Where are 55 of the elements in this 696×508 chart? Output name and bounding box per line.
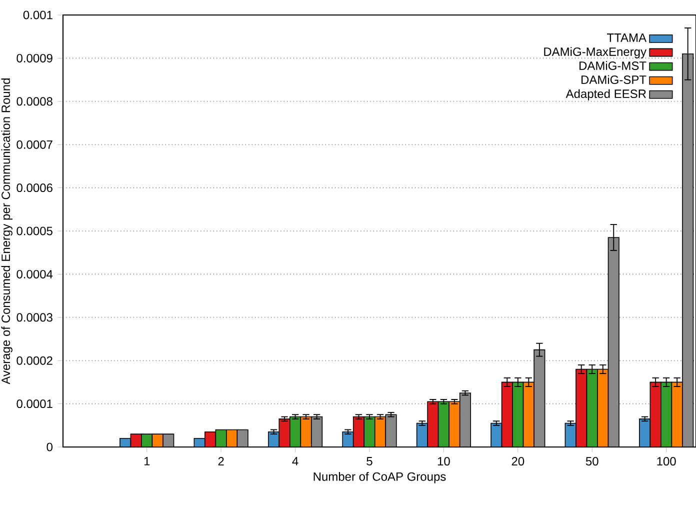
y-tick-label: 0.0005	[16, 226, 52, 236]
y-tick-label: 0.0003	[16, 313, 52, 322]
bar	[300, 416, 312, 447]
x-tick-label: 100	[657, 457, 676, 466]
x-tick-label: 10	[438, 457, 450, 466]
y-tick-label: 0.0007	[16, 140, 52, 149]
y-tick-label: 0.0001	[16, 400, 52, 408]
x-tick-label: 5	[366, 457, 372, 466]
x-tick-label: 1	[144, 457, 150, 466]
bar	[374, 416, 386, 447]
bar	[682, 53, 694, 447]
x-tick-label: 2	[218, 457, 224, 466]
bar	[352, 416, 365, 447]
y-tick-label: 0	[46, 442, 52, 452]
bar	[279, 418, 290, 447]
bar	[385, 414, 397, 447]
bar	[459, 392, 471, 447]
y-tick-label: 0.001	[23, 10, 52, 20]
x-tick-label: 20	[512, 457, 524, 466]
bar	[438, 401, 450, 447]
bar	[660, 382, 672, 447]
bar	[650, 382, 662, 447]
y-axis-title: Average of Consumed Energy per Communication Round	[1, 78, 12, 384]
bar	[342, 431, 354, 447]
y-tick-label: 0.0008	[16, 97, 52, 106]
legend-label: DAMiG-SPT	[582, 75, 646, 84]
y-tick-label: 0.0002	[16, 356, 52, 365]
bar	[671, 382, 683, 447]
y-tick-label: 0.0009	[16, 54, 52, 62]
bar	[512, 382, 524, 447]
bar	[534, 349, 546, 447]
bar	[448, 401, 460, 447]
bar	[608, 237, 620, 447]
bar	[290, 416, 301, 447]
legend-label: DAMiG-MST	[580, 61, 646, 70]
legend-label: TTAMA	[607, 34, 647, 42]
y-tick-label: 0.0004	[16, 270, 53, 278]
bar	[490, 422, 502, 447]
x-axis-title: Number of CoAP Groups	[314, 472, 446, 484]
x-tick-label: 50	[586, 457, 598, 466]
bar	[522, 382, 534, 447]
bar	[311, 416, 322, 447]
bar	[576, 368, 588, 447]
bar	[416, 422, 428, 447]
y-tick-label: 0.0006	[16, 184, 52, 192]
bar	[597, 368, 609, 447]
x-tick-label: 4	[292, 457, 298, 466]
bar	[564, 422, 576, 447]
bar	[501, 382, 513, 447]
bar	[427, 401, 439, 447]
bar	[364, 416, 376, 447]
legend-label: Adapted EESR	[566, 89, 646, 100]
bar	[586, 368, 598, 447]
bar	[639, 418, 651, 447]
legend-label: DAMiG-MaxEnergy	[544, 47, 646, 58]
